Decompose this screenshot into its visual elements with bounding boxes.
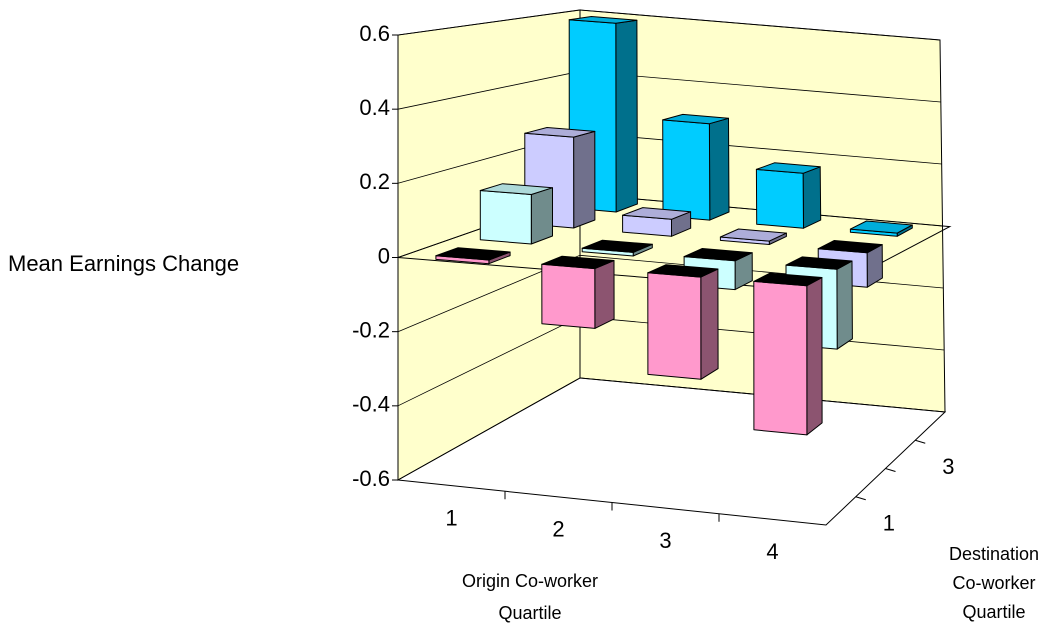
bar-front xyxy=(662,119,711,221)
bar-top xyxy=(541,255,615,270)
grid-line xyxy=(397,377,946,481)
bar-top xyxy=(683,248,753,262)
bar-top xyxy=(524,127,596,138)
depth-tick xyxy=(885,468,896,472)
bar xyxy=(435,247,511,265)
bar-side xyxy=(802,166,822,229)
bar-front xyxy=(755,168,804,229)
bar xyxy=(581,239,653,257)
bar-side xyxy=(700,268,719,380)
bar-side xyxy=(836,260,853,350)
grid-line xyxy=(397,9,941,41)
y-tick-label: -0.6 xyxy=(352,466,390,491)
bar xyxy=(524,127,596,229)
bar xyxy=(753,272,823,436)
y-tick-label: 0.2 xyxy=(359,169,390,194)
bar-front xyxy=(541,263,596,329)
bar-top xyxy=(581,239,653,253)
depth-tick-label: 1 xyxy=(883,511,895,536)
bar-top xyxy=(755,162,821,174)
bar-side xyxy=(594,260,615,329)
bar-side xyxy=(806,277,823,436)
bar-top xyxy=(647,264,719,278)
depth-tick xyxy=(915,439,926,444)
depth-axis-title: Destination xyxy=(949,544,1039,564)
y-tick-label: 0 xyxy=(378,243,390,268)
bar xyxy=(662,113,730,221)
bar-side xyxy=(708,117,730,221)
bar-side xyxy=(573,130,596,229)
y-tick-label: 0.4 xyxy=(359,95,390,120)
bar-top xyxy=(479,183,553,195)
y-axis-title: Mean Earnings Change xyxy=(8,251,239,276)
depth-tick xyxy=(855,496,866,501)
bar-front xyxy=(647,272,702,380)
x-axis-title: Quartile xyxy=(498,603,561,623)
depth-axis-title: Quartile xyxy=(962,602,1025,622)
x-tick-label: 2 xyxy=(552,517,564,542)
y-tick-label: -0.2 xyxy=(352,317,390,342)
bar-top xyxy=(622,207,692,220)
x-tick-label: 3 xyxy=(659,528,671,553)
bar xyxy=(479,183,553,245)
bar-side xyxy=(530,187,553,245)
bar-side xyxy=(615,19,638,213)
x-tick-label: 4 xyxy=(766,539,778,564)
bar-top xyxy=(785,256,853,270)
x-tick-label: 1 xyxy=(445,505,457,530)
bar-front xyxy=(753,280,808,436)
bar-top xyxy=(662,113,729,125)
bar xyxy=(849,220,913,237)
bar xyxy=(647,264,719,380)
bar xyxy=(622,207,692,237)
bar-top xyxy=(568,16,638,24)
bar-top xyxy=(849,220,913,234)
bar-top xyxy=(435,247,511,261)
bar-top xyxy=(719,228,787,242)
bar xyxy=(719,228,787,245)
bar-top xyxy=(753,272,823,287)
bar-top xyxy=(817,240,883,254)
bar xyxy=(755,162,822,229)
depth-tick-label: 3 xyxy=(942,454,954,479)
depth-axis-title: Co-worker xyxy=(952,573,1035,593)
bar xyxy=(541,255,615,329)
y-tick-label: 0.6 xyxy=(359,21,390,46)
x-axis-title: Origin Co-worker xyxy=(462,571,598,591)
y-tick-label: -0.4 xyxy=(352,392,390,417)
bar-front xyxy=(479,190,532,245)
